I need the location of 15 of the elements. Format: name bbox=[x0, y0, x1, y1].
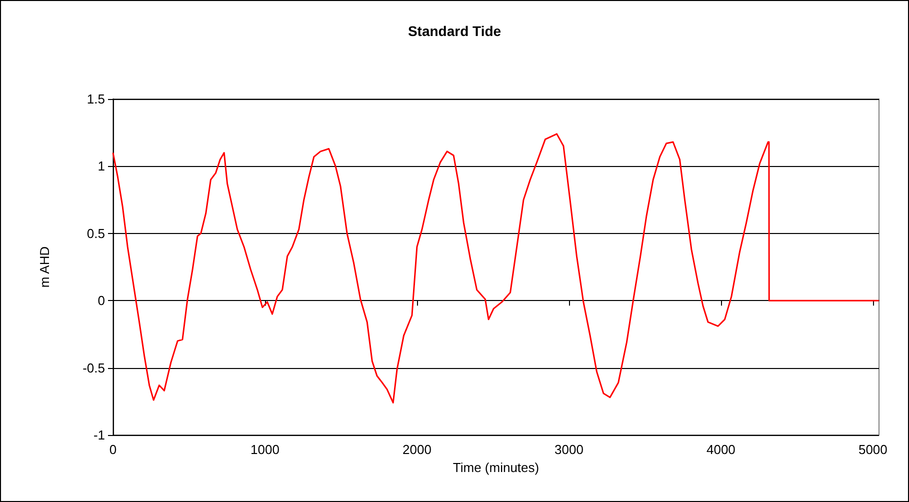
x-tick-label: 4000 bbox=[706, 442, 736, 457]
x-axis-title: Time (minutes) bbox=[452, 460, 540, 475]
y-tick-label: 1 bbox=[98, 158, 105, 174]
y-tick-label: 0 bbox=[98, 293, 105, 308]
y-tick-label: 1.5 bbox=[86, 92, 105, 106]
chart-title: Standard Tide bbox=[408, 23, 502, 39]
x-tick-label: 2000 bbox=[402, 442, 432, 457]
x-tick-label: 3000 bbox=[554, 442, 584, 457]
y-tick-label: -1 bbox=[93, 428, 105, 442]
x-tick-label: 5000 bbox=[858, 442, 888, 457]
x-tick-label: 1000 bbox=[250, 442, 280, 457]
y-tick-label: -0.5 bbox=[82, 360, 105, 376]
y-axis-title: m AHD bbox=[37, 246, 52, 288]
x-tick-label: 0 bbox=[109, 442, 117, 457]
y-tick-label: 0.5 bbox=[86, 226, 105, 241]
